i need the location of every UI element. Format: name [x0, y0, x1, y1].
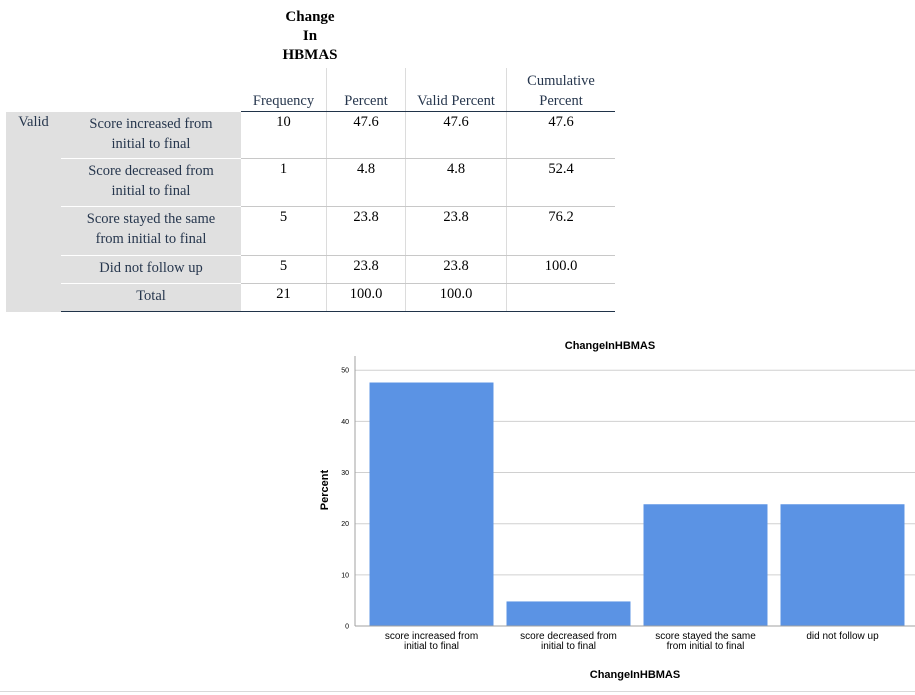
bar	[506, 601, 631, 626]
table-row-total: Total 21 100.0 100.0	[6, 283, 615, 312]
cell-valid-percent: 100.0	[405, 283, 507, 312]
bar-chart-svg: ChangeInHBMAS 0 10 20 30 40 50 score increased…	[319, 340, 915, 681]
chart-title: ChangeInHBMAS	[565, 340, 655, 352]
header-blank-1	[6, 68, 61, 112]
cell-valid-percent: 47.6	[405, 111, 507, 159]
row-label: Score increased from initial to final	[61, 111, 241, 159]
cell-cumulative-percent: 52.4	[506, 158, 615, 207]
cell-percent: 23.8	[326, 206, 406, 256]
table-title-line-3: HBMAS	[282, 47, 338, 63]
y-tick-label: 20	[341, 521, 349, 528]
cell-percent: 47.6	[326, 111, 406, 159]
x-category-label: from initial to final	[667, 641, 745, 652]
row-label-line-2: initial to final	[111, 183, 191, 199]
x-category-label: did not follow up	[806, 631, 879, 642]
x-category-label: score decreased from	[520, 631, 617, 642]
cell-frequency: 5	[241, 255, 327, 284]
header-valid-percent: Valid Percent	[405, 68, 507, 112]
cell-frequency: 1	[241, 158, 327, 207]
x-category-label: score stayed the same	[655, 631, 756, 642]
x-category-label: initial to final	[541, 641, 596, 652]
cell-cumulative-percent: 100.0	[506, 255, 615, 284]
table-row: Did not follow up 5 23.8 23.8 100.0	[6, 255, 615, 284]
cell-valid-percent: 23.8	[405, 255, 507, 284]
group-label-valid: Valid	[6, 111, 61, 312]
cell-cumulative-percent: 76.2	[506, 206, 615, 256]
y-tick-label: 30	[341, 470, 349, 477]
header-cumulative-percent: Cumulative Percent	[506, 68, 615, 112]
y-axis-title: Percent	[319, 469, 331, 510]
page-divider	[0, 691, 915, 692]
row-label-total: Total	[61, 283, 241, 312]
cell-cumulative-percent	[506, 283, 615, 312]
table-header-row: Frequency Percent Valid Percent Cumulati…	[6, 68, 615, 112]
x-category-label: score increased from	[385, 631, 478, 642]
header-frequency: Frequency	[241, 68, 327, 112]
bar	[780, 504, 905, 626]
x-axis-title: ChangeInHBMAS	[590, 669, 680, 681]
y-tick-label: 50	[341, 368, 349, 375]
header-blank-2	[61, 68, 241, 112]
table-row: Score stayed the same from initial to fi…	[6, 206, 615, 256]
cell-frequency: 21	[241, 283, 327, 312]
table-title-line-1: Change	[285, 9, 335, 25]
bar-chart: ChangeInHBMAS 0 10 20 30 40 50 score increased…	[300, 330, 915, 688]
table-row: Score decreased from initial to final 1 …	[6, 158, 615, 207]
frequency-table: Frequency Percent Valid Percent Cumulati…	[6, 68, 615, 312]
bars	[369, 382, 905, 626]
row-label: Did not follow up	[61, 255, 241, 284]
row-label-line-1: Score increased from	[89, 115, 213, 132]
y-tick-label: 0	[345, 624, 349, 631]
table-title: Change In HBMAS	[250, 8, 370, 65]
bar	[643, 504, 768, 626]
bar	[369, 382, 494, 626]
x-category-label: initial to final	[404, 641, 459, 652]
row-label: Score stayed the same from initial to fi…	[61, 206, 241, 256]
row-label-line-1: Score stayed the same	[86, 211, 216, 227]
y-tick-label: 40	[341, 419, 349, 426]
y-tick-label: 10	[341, 572, 349, 579]
cell-valid-percent: 4.8	[405, 158, 507, 207]
header-percent: Percent	[326, 68, 406, 112]
header-cumulative-line-2: Percent	[539, 93, 583, 109]
row-label-line-1: Score decreased from	[88, 163, 214, 179]
header-cumulative-line-1: Cumulative	[527, 73, 595, 89]
row-label-line-2: from initial to final	[95, 231, 207, 247]
cell-frequency: 5	[241, 206, 327, 256]
cell-percent: 100.0	[326, 283, 406, 312]
cell-valid-percent: 23.8	[405, 206, 507, 256]
table-title-line-2: In	[302, 28, 318, 44]
cell-percent: 23.8	[326, 255, 406, 284]
row-label-line-2: initial to final	[111, 135, 191, 152]
cell-percent: 4.8	[326, 158, 406, 207]
cell-frequency: 10	[241, 111, 327, 159]
table-row: Valid Score increased from initial to fi…	[6, 111, 615, 312]
cell-cumulative-percent: 47.6	[506, 111, 615, 159]
row-label: Score decreased from initial to final	[61, 158, 241, 207]
